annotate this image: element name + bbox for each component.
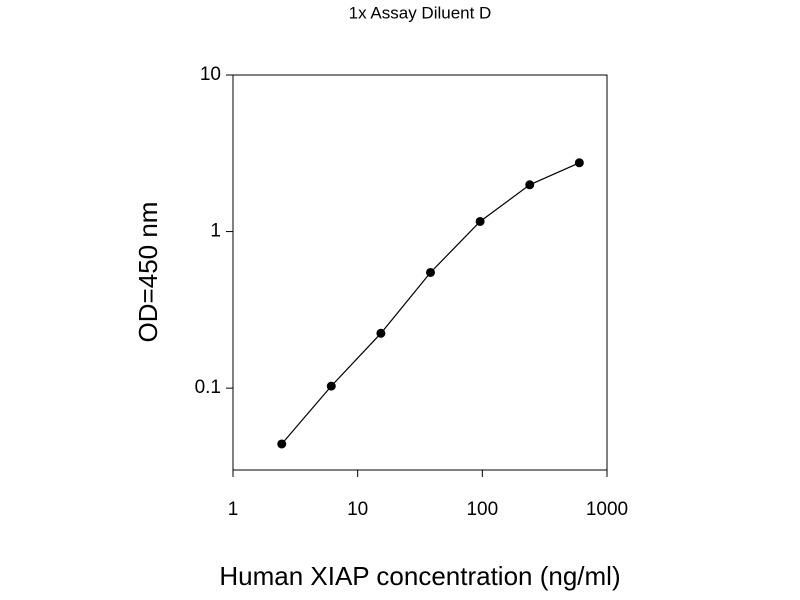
data-point bbox=[475, 216, 485, 226]
data-point bbox=[326, 381, 336, 391]
x-tick-label: 1 bbox=[228, 499, 239, 520]
data-point bbox=[376, 328, 386, 338]
y-axis-label: OD=450 nm bbox=[133, 202, 163, 343]
data-line bbox=[281, 162, 580, 445]
y-tick-label: 10 bbox=[200, 64, 221, 85]
x-axis-label: Human XIAP concentration (ng/ml) bbox=[219, 561, 620, 591]
data-point bbox=[525, 180, 535, 190]
data-point bbox=[574, 158, 584, 168]
chart-title: 1x Assay Diluent D bbox=[349, 3, 492, 22]
data-point bbox=[426, 267, 436, 277]
data-point bbox=[277, 439, 287, 449]
plot-frame bbox=[232, 74, 608, 471]
x-tick-label: 100 bbox=[466, 499, 498, 520]
x-tick-label: 1000 bbox=[586, 499, 628, 520]
y-tick-label: 0.1 bbox=[195, 377, 221, 398]
y-tick-label: 1 bbox=[210, 221, 221, 242]
x-tick-label: 10 bbox=[347, 499, 368, 520]
